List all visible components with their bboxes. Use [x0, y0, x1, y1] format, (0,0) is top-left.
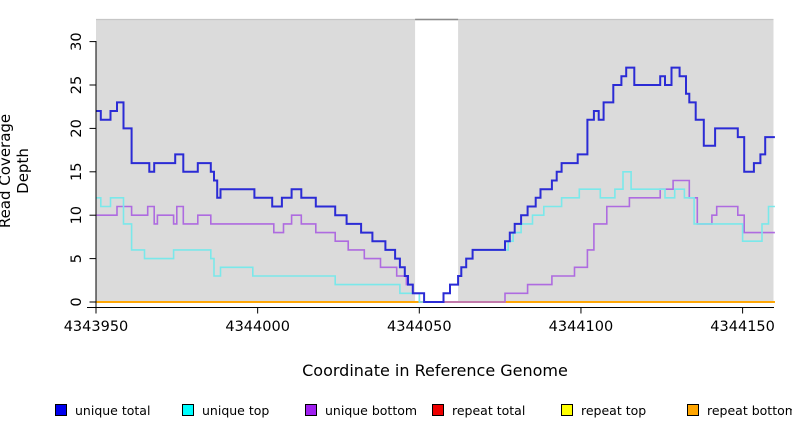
- y-ticks-group: 0 5 10 15 20 25 30: [69, 32, 96, 307]
- legend-swatch: [432, 404, 444, 416]
- y-tick-label: 0: [69, 297, 85, 306]
- legend-item-repeat-total: repeat total: [432, 402, 525, 418]
- legend-swatch: [182, 404, 194, 416]
- legend-item-unique-total: unique total: [55, 402, 150, 418]
- x-tick-label: 4344000: [225, 319, 290, 335]
- y-axis-title: Read Coverage Depth: [0, 113, 32, 229]
- y-tick-label: 15: [69, 163, 85, 181]
- legend-swatch: [561, 404, 573, 416]
- legend-swatch: [55, 404, 67, 416]
- series-unique-bottom: [96, 179, 775, 303]
- y-tick-label: 10: [69, 206, 85, 224]
- y-tick-label: 5: [69, 254, 85, 263]
- x-tick-label: 4343950: [64, 319, 129, 335]
- legend-item-unique-top: unique top: [182, 402, 269, 418]
- x-ticks-group: 4343950 4344000 4344050 4344100 4344150: [64, 307, 775, 335]
- x-tick-label: 4344150: [710, 319, 775, 335]
- legend-item-repeat-bottom: repeat bottom: [687, 402, 792, 418]
- x-axis-title: Coordinate in Reference Genome: [302, 361, 568, 380]
- legend-label: unique total: [75, 402, 151, 418]
- x-tick-label: 4344050: [387, 319, 452, 335]
- legend-swatch: [687, 404, 699, 416]
- y-tick-label: 25: [69, 76, 85, 94]
- plot-svg: 4343950 4344000 4344050 4344100 4344150 0 5 10…: [64, 18, 775, 335]
- series-unique-total: [96, 66, 775, 303]
- legend-label: repeat bottom: [707, 402, 792, 418]
- legend-label: repeat top: [581, 402, 647, 418]
- legend: unique total unique top unique bottom repea…: [0, 402, 792, 424]
- y-tick-label: 20: [69, 119, 85, 137]
- x-tick-label: 4344100: [549, 319, 614, 335]
- y-tick-label: 30: [69, 32, 85, 50]
- legend-label: unique top: [202, 402, 270, 418]
- coverage-gap-band: [415, 19, 459, 303]
- legend-item-repeat-top: repeat top: [561, 402, 646, 418]
- legend-label: unique bottom: [325, 402, 418, 418]
- legend-item-unique-bottom: unique bottom: [305, 402, 417, 418]
- legend-swatch: [305, 404, 317, 416]
- series-group: [96, 66, 775, 303]
- legend-label: repeat total: [452, 402, 526, 418]
